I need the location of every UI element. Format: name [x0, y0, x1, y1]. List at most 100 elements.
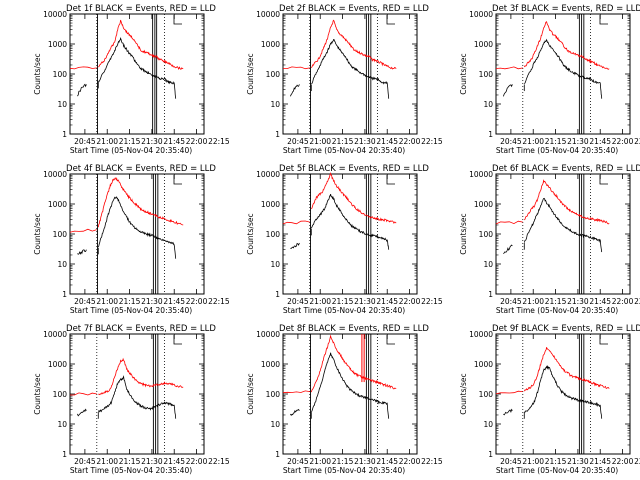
y-tick-label: 10000	[43, 10, 67, 19]
y-axis-title: Counts/sec	[246, 53, 255, 94]
y-tick-label: 10000	[469, 330, 493, 339]
x-tick-label: 21:30	[567, 137, 589, 146]
x-tick-label: 20:45	[287, 297, 309, 306]
lld-series	[310, 334, 397, 393]
legend-box	[173, 335, 182, 345]
x-tick-label: 21:45	[376, 137, 398, 146]
events-series	[97, 196, 177, 259]
events-series-pre	[503, 84, 513, 97]
x-axis-title: Start Time (05-Nov-04 20:35:40)	[283, 146, 405, 155]
x-tick-label: 20:45	[287, 457, 309, 466]
x-tick-label: 21:30	[141, 457, 163, 466]
x-tick-label: 21:15	[545, 297, 567, 306]
legend-box	[386, 335, 395, 345]
x-axis-title: Start Time (05-Nov-04 20:35:40)	[496, 146, 618, 155]
x-tick-label: 20:45	[287, 137, 309, 146]
y-tick-label: 10	[57, 100, 67, 109]
x-tick-label: 22:00	[399, 297, 421, 306]
panel-det-2: Det 2f BLACK = Events, RED = LLD 1 10 100 10…	[246, 4, 443, 155]
events-series-pre	[77, 83, 87, 97]
x-tick-label: 22:15	[634, 137, 640, 146]
x-axis-title: Start Time (05-Nov-04 20:35:40)	[496, 466, 618, 475]
events-series-pre	[290, 84, 300, 97]
y-tick-label: 10	[57, 260, 67, 269]
events-series	[310, 193, 390, 250]
events-series-pre	[290, 408, 300, 417]
legend-box	[173, 175, 182, 185]
events-series-pre	[290, 242, 300, 249]
y-tick-label: 1000	[48, 360, 67, 369]
y-axis-title: Counts/sec	[33, 213, 42, 254]
panel-title: Det 1f BLACK = Events, RED = LLD	[66, 4, 216, 14]
panel-title: Det 7f BLACK = Events, RED = LLD	[66, 324, 216, 334]
y-tick-label: 10000	[469, 170, 493, 179]
y-tick-label: 10	[270, 100, 280, 109]
y-tick-label: 10000	[256, 170, 280, 179]
y-tick-label: 1	[275, 290, 280, 299]
x-tick-label: 21:00	[522, 137, 544, 146]
lld-series-pre	[282, 66, 310, 70]
panel-det-8: Det 8f BLACK = Events, RED = LLD 1 10 100 10…	[246, 324, 443, 475]
x-tick-label: 21:45	[376, 457, 398, 466]
panel-det-9: Det 9f BLACK = Events, RED = LLD 1 10 100 10…	[459, 324, 640, 475]
x-tick-label: 21:30	[141, 137, 163, 146]
panel-det-1: Det 1f BLACK = Events, RED = LLD 1 10 100 10…	[33, 4, 230, 155]
y-tick-label: 100	[53, 390, 68, 399]
panel-title: Det 4f BLACK = Events, RED = LLD	[66, 164, 216, 174]
x-tick-label: 21:30	[354, 137, 376, 146]
y-axis-title: Counts/sec	[33, 53, 42, 94]
y-tick-label: 100	[266, 390, 281, 399]
lld-series-pre	[69, 228, 97, 233]
events-series	[97, 375, 177, 419]
y-tick-label: 100	[479, 70, 494, 79]
legend-box	[386, 15, 395, 25]
y-tick-label: 1000	[261, 40, 280, 49]
legend-box	[173, 15, 182, 25]
x-tick-label: 21:30	[567, 457, 589, 466]
x-tick-label: 21:45	[163, 457, 185, 466]
plot-frame	[495, 13, 631, 135]
x-tick-label: 22:15	[208, 297, 230, 306]
panel-det-3: Det 3f BLACK = Events, RED = LLD 1 10 100 10…	[459, 4, 640, 155]
x-tick-label: 22:15	[421, 137, 443, 146]
y-tick-label: 1	[275, 450, 280, 459]
lld-series-pre	[495, 66, 523, 70]
panel-title: Det 9f BLACK = Events, RED = LLD	[492, 324, 640, 334]
y-tick-label: 1000	[48, 40, 67, 49]
y-tick-label: 1	[62, 130, 67, 139]
x-axis-title: Start Time (05-Nov-04 20:35:40)	[70, 466, 192, 475]
x-tick-label: 21:15	[119, 137, 141, 146]
x-tick-label: 22:15	[634, 457, 640, 466]
panel-title: Det 3f BLACK = Events, RED = LLD	[492, 4, 640, 14]
y-tick-label: 10	[483, 260, 493, 269]
y-tick-label: 10	[483, 100, 493, 109]
y-axis-title: Counts/sec	[459, 53, 468, 94]
x-tick-label: 21:15	[119, 457, 141, 466]
x-tick-label: 22:00	[186, 137, 208, 146]
y-tick-label: 1	[488, 450, 493, 459]
lld-series-pre	[495, 220, 523, 225]
x-tick-label: 22:15	[421, 297, 443, 306]
x-tick-label: 22:00	[612, 457, 634, 466]
y-tick-label: 1000	[48, 200, 67, 209]
events-series	[310, 352, 390, 419]
x-tick-label: 21:00	[96, 137, 118, 146]
x-tick-label: 20:45	[500, 137, 522, 146]
x-tick-label: 20:45	[500, 297, 522, 306]
x-tick-label: 21:45	[163, 297, 185, 306]
x-tick-label: 21:15	[332, 457, 354, 466]
events-series	[523, 197, 603, 253]
x-tick-label: 21:30	[354, 457, 376, 466]
x-tick-label: 21:00	[309, 297, 331, 306]
x-tick-label: 22:00	[612, 297, 634, 306]
lld-series	[98, 357, 184, 396]
x-tick-label: 22:00	[399, 457, 421, 466]
x-axis-title: Start Time (05-Nov-04 20:35:40)	[283, 306, 405, 315]
legend-box	[599, 335, 608, 345]
panel-title: Det 5f BLACK = Events, RED = LLD	[279, 164, 429, 174]
y-tick-label: 10	[57, 420, 67, 429]
x-tick-label: 20:45	[74, 297, 96, 306]
x-tick-label: 22:15	[421, 457, 443, 466]
y-tick-label: 100	[53, 230, 68, 239]
